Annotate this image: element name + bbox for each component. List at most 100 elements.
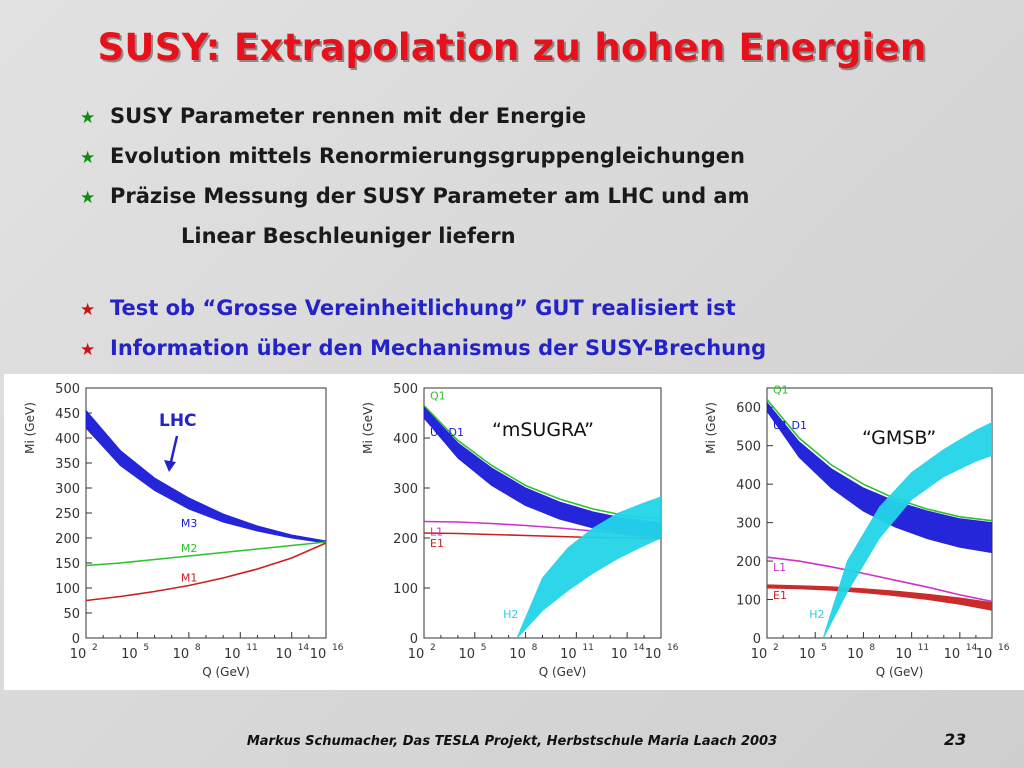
bullet-text: Test ob “Grosse Vereinheitlichung” GUT r… [110, 296, 736, 320]
x-tick-exponent: 2 [92, 643, 98, 653]
x-tick-label: 10 [847, 647, 864, 662]
y-tick-label: 500 [393, 382, 418, 397]
x-tick-label: 10 [976, 647, 993, 662]
series-label: H2 [809, 608, 824, 621]
bullet-item: ★ Test ob “Grosse Vereinheitlichung” GUT… [80, 296, 736, 320]
series-band-h2 [516, 496, 661, 638]
series-line-m1 [86, 542, 326, 602]
y-tick-label: 100 [736, 594, 761, 609]
star-icon: ★ [80, 340, 96, 360]
y-tick-label: 600 [736, 401, 761, 416]
y-tick-label: 200 [393, 532, 418, 547]
x-tick-exponent: 5 [481, 643, 487, 653]
x-tick-exponent: 16 [332, 643, 344, 653]
x-tick-label: 10 [751, 647, 768, 662]
x-tick-exponent: 16 [667, 643, 679, 653]
series-label: E1 [430, 537, 444, 550]
x-tick-label: 10 [509, 647, 526, 662]
x-tick-label: 10 [275, 647, 292, 662]
page-number: 23 [944, 730, 967, 749]
series-label: Q1 [773, 384, 789, 397]
bullet-item: ★ SUSY Parameter rennen mit der Energie [80, 104, 586, 128]
bullet-text: SUSY Parameter rennen mit der Energie [110, 104, 587, 128]
chart-annotation: LHC [159, 411, 197, 431]
x-tick-exponent: 8 [869, 643, 875, 653]
star-icon: ★ [80, 108, 96, 128]
y-tick-label: 500 [55, 382, 80, 397]
y-tick-label: 50 [63, 607, 80, 622]
y-tick-label: 0 [72, 632, 80, 647]
x-tick-exponent: 5 [143, 643, 149, 653]
bullet-text: Präzise Messung der SUSY Parameter am LH… [110, 184, 750, 208]
y-tick-label: 450 [55, 407, 80, 422]
bullet-item: ★ Information über den Mechanismus der S… [80, 336, 766, 360]
y-tick-label: 0 [410, 632, 418, 647]
series-band-u1-d1 [767, 401, 992, 554]
x-tick-label: 10 [224, 647, 241, 662]
x-tick-label: 10 [645, 647, 662, 662]
bullet-text: Information über den Mechanismus der SUS… [110, 336, 767, 360]
y-axis-label: Mi (GeV) [23, 402, 37, 454]
y-tick-label: 0 [753, 632, 761, 647]
x-tick-exponent: 5 [821, 643, 827, 653]
x-tick-label: 10 [895, 647, 912, 662]
lhc-arrow-shaft [168, 435, 179, 467]
series-label: H2 [503, 608, 518, 621]
series-band-m3 [86, 409, 326, 544]
x-tick-label: 10 [560, 647, 577, 662]
x-tick-label: 10 [310, 647, 327, 662]
star-icon: ★ [80, 188, 96, 208]
series-label: U1 D1 [430, 426, 464, 439]
y-tick-label: 200 [55, 532, 80, 547]
x-tick-label: 10 [70, 647, 87, 662]
x-axis-label: Q (GeV) [202, 665, 250, 679]
slide-title: SUSY: Extrapolation zu hohen Energien [97, 26, 927, 69]
x-tick-exponent: 11 [582, 643, 593, 653]
star-icon: ★ [80, 300, 96, 320]
y-tick-label: 100 [55, 582, 80, 597]
plot-area [86, 409, 326, 602]
plot-area [424, 404, 661, 638]
series-label: L1 [773, 561, 786, 574]
x-tick-exponent: 14 [633, 643, 645, 653]
y-tick-label: 150 [55, 557, 80, 572]
y-tick-label: 300 [736, 517, 761, 532]
y-tick-label: 350 [55, 457, 80, 472]
x-tick-label: 10 [459, 647, 476, 662]
x-tick-exponent: 8 [195, 643, 201, 653]
y-tick-label: 200 [736, 555, 761, 570]
series-line-q1 [767, 398, 992, 522]
series-label: U1 D1 [773, 419, 807, 432]
series-label: E1 [773, 589, 787, 602]
x-axis-label: Q (GeV) [876, 665, 924, 679]
series-band-e1 [767, 584, 992, 611]
figure-panel: 0 50 100 150 200 250 300 350 400 450 500 10 2 10 5 10 8 1… [4, 374, 1024, 690]
bullet-item: ★ Evolution mittels Renormierungsgruppen… [80, 144, 745, 168]
y-axis-label: Mi (GeV) [704, 402, 718, 454]
x-tick-exponent: 14 [298, 643, 310, 653]
series-label: M1 [181, 572, 198, 585]
plot-area [767, 398, 992, 638]
series-band-h2 [822, 422, 992, 638]
series-line-m2 [86, 541, 326, 567]
x-tick-exponent: 8 [532, 643, 538, 653]
series-label: M3 [181, 517, 198, 530]
lhc-arrow-head [164, 460, 176, 472]
footer-text: Markus Schumacher, Das TESLA Projekt, He… [246, 734, 778, 749]
x-tick-label: 10 [799, 647, 816, 662]
y-tick-label: 100 [393, 582, 418, 597]
y-tick-label: 300 [55, 482, 80, 497]
x-tick-exponent: 14 [966, 643, 978, 653]
x-tick-exponent: 11 [246, 643, 257, 653]
bullet-continuation: Linear Beschleuniger liefern [181, 224, 516, 248]
series-label: L1 [430, 526, 443, 539]
x-tick-exponent: 2 [773, 643, 779, 653]
x-tick-label: 10 [121, 647, 138, 662]
y-tick-label: 250 [55, 507, 80, 522]
bullet-text: Evolution mittels Renormierungsgruppengl… [110, 144, 745, 168]
x-tick-label: 10 [173, 647, 190, 662]
x-tick-label: 10 [408, 647, 425, 662]
